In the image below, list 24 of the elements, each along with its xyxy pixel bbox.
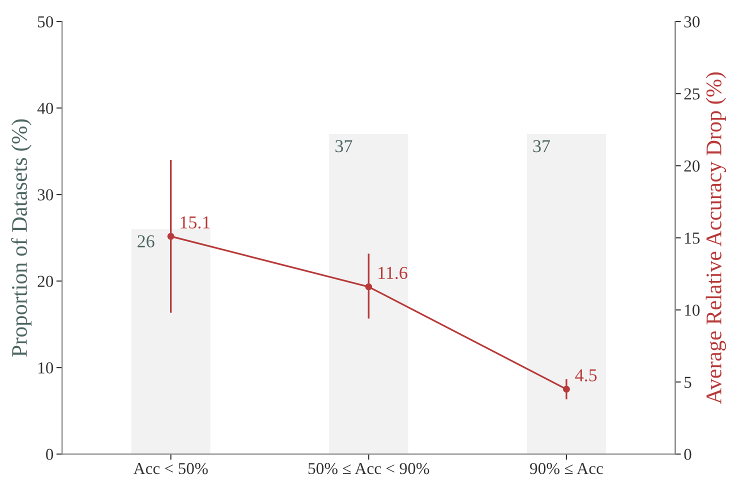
y2-tick-label: 10 [685,304,700,316]
data-label: 4.5 [575,369,597,382]
data-label: 11.6 [378,266,408,280]
y2-tick-label: 15 [685,232,700,244]
y-tick-label: 50 [38,16,54,28]
data-label: 37 [336,140,352,152]
y-tick-label: 0 [46,448,54,460]
y2-tick-label: 0 [684,448,692,460]
y2-tick-label: 5 [684,376,692,388]
y-tick-label: 40 [37,102,54,114]
x-tick-label: 50% ≤ Acc < 90% [308,462,430,474]
y-tick-label: 30 [38,189,54,200]
data-label: 26 [138,235,154,248]
y2-tick-label: 30 [684,16,700,28]
data-label: 37 [533,140,550,152]
x-tick-label: Acc < 50% [133,462,208,474]
y-tick-label: 10 [38,362,54,374]
y-axis-title: Proportion of Datasets (%) [11,119,32,357]
y2-axis-title: Average Relative Accuracy Drop (%) [706,72,726,404]
y2-tick-label: 25 [684,88,700,100]
y-tick-label: 20 [38,276,54,288]
x-tick-label: 90% ≤ Acc [530,462,603,474]
data-label: 15.1 [180,216,210,229]
y2-tick-label: 20 [684,160,700,172]
